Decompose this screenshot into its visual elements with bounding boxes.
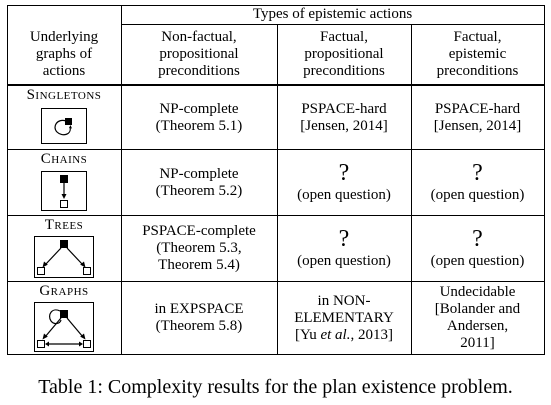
result-cell: ? (open question) bbox=[411, 216, 544, 281]
result-reference: [Bolander and bbox=[434, 301, 521, 317]
result-cell: in NON- ELEMENTARY [Yu et al., 2013] bbox=[277, 282, 411, 354]
result-reference: (Theorem 5.8) bbox=[155, 318, 243, 334]
row-header-cell: Underlying graphs of actions bbox=[7, 24, 121, 84]
result-cell: Undecidable [Bolander and Andersen, 2011… bbox=[411, 282, 544, 354]
column-header-factual-epistemic: Factual, epistemic preconditions bbox=[411, 24, 544, 84]
result-reference: (open question) bbox=[297, 253, 391, 269]
result-text: PSPACE-complete bbox=[142, 223, 256, 239]
row-label-graphs: Graphs bbox=[7, 282, 121, 354]
row-header-line: Underlying bbox=[29, 28, 99, 45]
result-cell: NP-complete (Theorem 5.2) bbox=[121, 150, 277, 215]
column-header-line: preconditions bbox=[436, 62, 519, 79]
result-reference: (Theorem 5.1) bbox=[155, 117, 243, 134]
result-cell: in EXPSPACE (Theorem 5.8) bbox=[121, 282, 277, 354]
result-cell: NP-complete (Theorem 5.1) bbox=[121, 86, 277, 149]
result-cell: PSPACE-hard [Jensen, 2014] bbox=[411, 86, 544, 149]
row-label-chains: Chains bbox=[7, 150, 121, 215]
table-top-border bbox=[7, 5, 544, 6]
row-label-singletons: Singletons bbox=[7, 86, 121, 149]
result-cell: ? (open question) bbox=[277, 216, 411, 281]
table-left-border bbox=[7, 5, 8, 355]
result-reference: Theorem 5.4) bbox=[158, 257, 240, 273]
result-text: Undecidable bbox=[439, 284, 516, 300]
result-text: ELEMENTARY bbox=[294, 309, 394, 326]
row-divider bbox=[7, 215, 544, 216]
citation-part: [Yu bbox=[295, 326, 321, 343]
table-bottom-border bbox=[7, 354, 544, 355]
table-caption: Table 1: Complexity results for the plan… bbox=[38, 376, 513, 398]
column-header-line: preconditions bbox=[303, 62, 385, 79]
singleton-graph-icon bbox=[41, 108, 87, 144]
result-reference: (open question) bbox=[297, 187, 391, 203]
result-reference: [Jensen, 2014] bbox=[433, 117, 522, 134]
row-label-text: Graphs bbox=[39, 283, 89, 299]
column-header-line: epistemic bbox=[448, 45, 507, 62]
chain-graph-icon bbox=[41, 171, 87, 211]
question-mark: ? bbox=[472, 160, 483, 186]
result-reference: 2011] bbox=[460, 335, 495, 351]
column-header-line: Factual, bbox=[320, 28, 368, 45]
result-text: in EXPSPACE bbox=[154, 301, 244, 317]
row-label-text: Chains bbox=[40, 151, 88, 167]
row-divider bbox=[7, 149, 544, 150]
column-header-line: preconditions bbox=[158, 62, 240, 79]
column-header-line: propositional bbox=[304, 45, 384, 62]
result-reference: [Jensen, 2014] bbox=[300, 117, 388, 134]
result-text: NP-complete bbox=[159, 165, 239, 182]
result-cell: PSPACE-complete (Theorem 5.3, Theorem 5.… bbox=[121, 216, 277, 281]
row-label-text: Trees bbox=[44, 217, 84, 233]
group-header-rule bbox=[121, 24, 544, 25]
column-divider bbox=[411, 24, 412, 355]
column-header-line: Factual, bbox=[453, 28, 502, 45]
question-mark: ? bbox=[338, 226, 350, 252]
result-reference: [Yu et al., 2013] bbox=[295, 327, 393, 344]
result-cell: PSPACE-hard [Jensen, 2014] bbox=[277, 86, 411, 149]
column-header-factual-propositional: Factual, propositional preconditions bbox=[277, 24, 411, 84]
citation-et-al: et al. bbox=[320, 326, 351, 343]
row-label-trees: Trees bbox=[7, 216, 121, 281]
question-mark: ? bbox=[472, 226, 483, 252]
group-header-title: Types of epistemic actions bbox=[252, 6, 413, 22]
row-header-line: actions bbox=[42, 62, 86, 79]
result-text: in NON- bbox=[317, 292, 371, 309]
row-label-text: Singletons bbox=[26, 87, 102, 103]
row-divider bbox=[7, 281, 544, 282]
column-header-line: Non-factual, bbox=[161, 28, 237, 45]
row-header-line: graphs of bbox=[35, 45, 93, 62]
result-reference: (open question) bbox=[430, 253, 525, 269]
table-right-border bbox=[544, 5, 545, 355]
result-cell: ? (open question) bbox=[277, 150, 411, 215]
result-cell: ? (open question) bbox=[411, 150, 544, 215]
result-text: PSPACE-hard bbox=[434, 100, 521, 117]
result-reference: (Theorem 5.2) bbox=[155, 182, 243, 199]
result-reference: (open question) bbox=[430, 187, 525, 203]
result-reference: (Theorem 5.3, bbox=[156, 240, 242, 256]
group-header: Types of epistemic actions bbox=[121, 5, 544, 24]
column-header-line: propositional bbox=[159, 45, 239, 62]
result-text: PSPACE-hard bbox=[301, 100, 387, 117]
question-mark: ? bbox=[338, 160, 350, 186]
general-graph-icon bbox=[34, 302, 94, 352]
result-reference: Andersen, bbox=[446, 318, 509, 334]
tree-graph-icon bbox=[34, 236, 94, 278]
header-bottom-rule bbox=[7, 84, 544, 86]
column-divider bbox=[277, 24, 278, 355]
column-divider bbox=[121, 5, 122, 355]
result-text: NP-complete bbox=[159, 100, 239, 117]
citation-part: , 2013] bbox=[350, 326, 393, 343]
column-header-nonfactual: Non-factual, propositional preconditions bbox=[121, 24, 277, 84]
